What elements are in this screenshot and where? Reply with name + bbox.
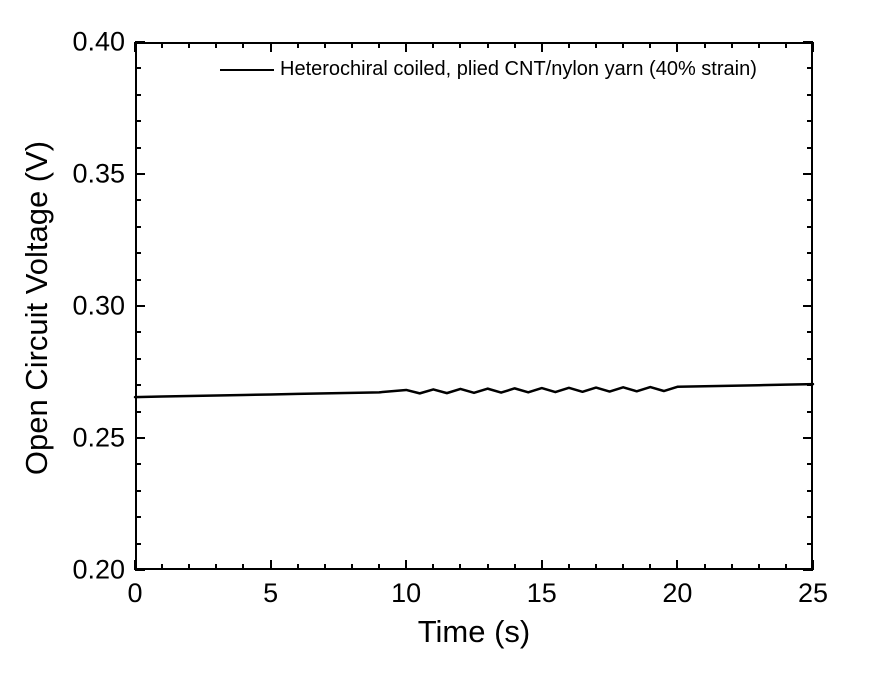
- data-series-line: [0, 0, 870, 685]
- chart-canvas: Open Circuit Voltage (V) Time (s) Hetero…: [0, 0, 870, 685]
